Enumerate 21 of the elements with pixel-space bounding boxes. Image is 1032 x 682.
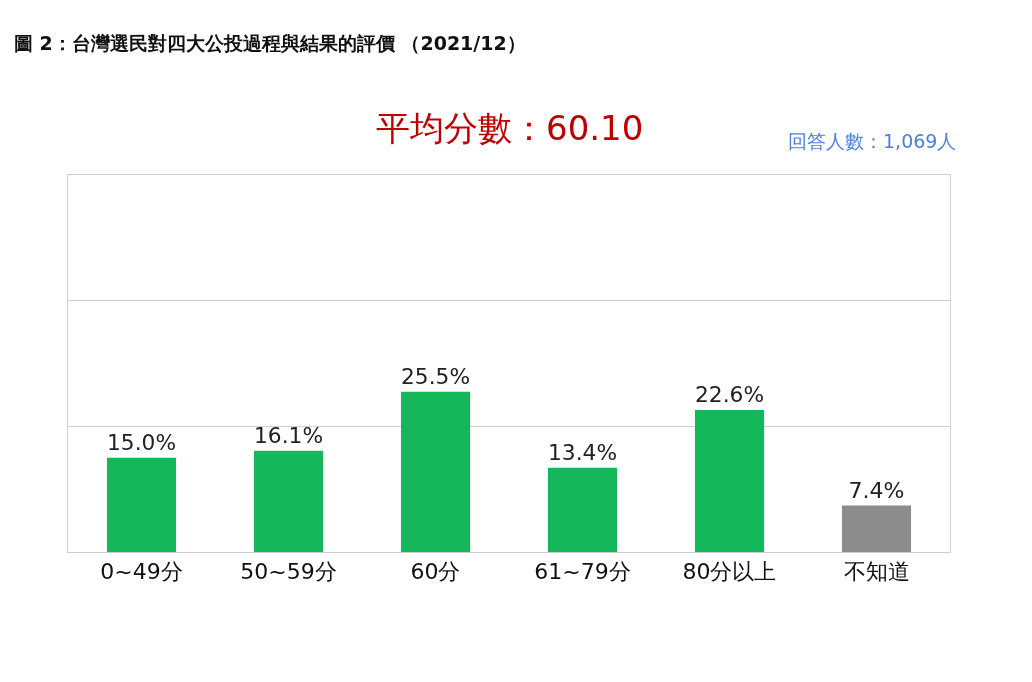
bar: [400, 391, 471, 552]
x-tick-label: 50~59分: [240, 559, 337, 585]
data-label: 15.0%: [106, 429, 177, 455]
data-label: 16.1%: [253, 422, 324, 448]
bar: [841, 505, 912, 552]
bar: [106, 457, 177, 552]
x-tick-label: 60分: [410, 559, 461, 585]
chart-title: 圖 2：台灣選民對四大公投過程與結果的評價 （2021/12）: [14, 32, 526, 54]
data-label: 7.4%: [848, 477, 905, 503]
x-tick-label: 61~79分: [534, 559, 631, 585]
x-tick-label: 80分以上: [682, 559, 777, 585]
bar: [694, 410, 765, 552]
data-label: 22.6%: [694, 382, 765, 408]
x-tick-label: 0~49分: [100, 559, 183, 585]
bar: [547, 467, 618, 552]
bar: [253, 450, 324, 552]
text: 回答人數：1,069人: [788, 130, 957, 152]
data-label: 13.4%: [547, 439, 618, 465]
x-tick-label: 不知道: [843, 559, 910, 585]
data-label: 25.5%: [400, 363, 471, 389]
chart-subtitle: 平均分數：60.10: [376, 108, 644, 148]
